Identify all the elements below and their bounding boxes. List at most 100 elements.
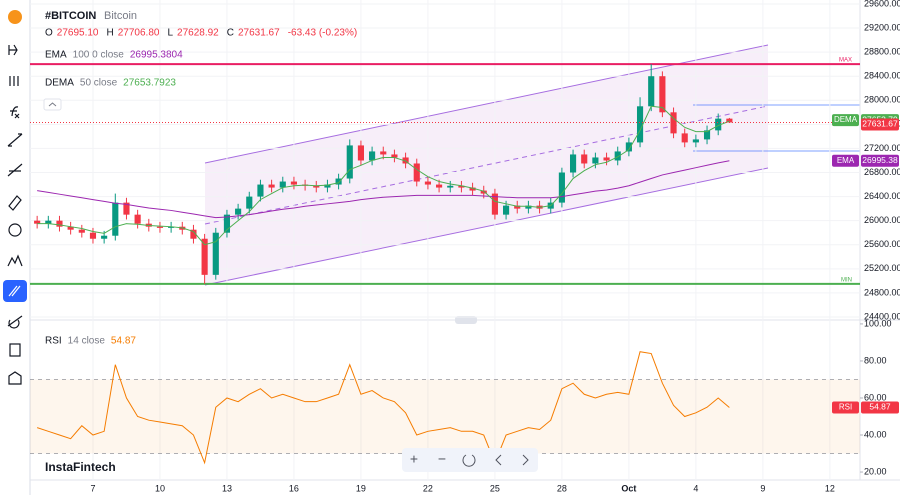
ohlc-key: H	[107, 28, 114, 39]
candle-body	[469, 187, 476, 191]
x-tick-label: 25	[490, 483, 500, 493]
candle-body	[223, 214, 231, 233]
toolbar	[3, 0, 31, 495]
ohlc-legend: O 27695.10 H 27706.80 L 27628.92 C 27631.67 -63.…	[45, 28, 357, 89]
candle-body	[112, 202, 119, 236]
candle-body	[558, 172, 565, 203]
zoom-out[interactable]: −	[438, 451, 446, 467]
candle-body	[346, 145, 353, 179]
candle-body	[692, 139, 699, 143]
tool-indicators[interactable]	[10, 106, 20, 119]
price-tag: 54.87	[869, 402, 891, 412]
ohlc-value: 27706.80	[118, 28, 160, 39]
tool-trend[interactable]	[7, 133, 23, 147]
y-tick-label: 100.00	[864, 318, 892, 328]
y-tick-label: 80.00	[864, 355, 887, 365]
y-tick-label: 24400.00	[864, 311, 900, 321]
ohlc-value: 27631.67	[238, 28, 280, 39]
candle-body	[659, 76, 666, 113]
brand: InstaFintech	[45, 460, 116, 474]
candle-body	[123, 202, 130, 215]
y-tick-label: 20.00	[864, 466, 887, 476]
indicator-params: 50 close	[80, 78, 118, 89]
candle-body	[424, 181, 431, 185]
candle-body	[134, 214, 141, 224]
candle-body	[212, 232, 219, 275]
symbol-icon[interactable]	[8, 10, 22, 24]
candle-body	[413, 163, 420, 182]
symbol-name: Bitcoin	[104, 10, 137, 22]
collapse-icon	[48, 102, 57, 107]
y-tick-label: 29600.00	[864, 0, 900, 8]
indicator-name: DEMA	[45, 78, 74, 89]
indicator-value: 26995.3804	[130, 50, 183, 61]
ohlc-key: C	[227, 28, 234, 39]
band-fill	[30, 379, 860, 454]
candle-body	[592, 157, 599, 164]
y-tick-label: 25200.00	[864, 263, 900, 273]
x-tick-label: 7	[90, 483, 95, 493]
pane-grip[interactable]	[455, 316, 477, 324]
y-tick-label: 28000.00	[864, 95, 900, 105]
y-tick-label: 28400.00	[864, 71, 900, 81]
candle-body	[581, 154, 588, 164]
candle-body	[190, 229, 197, 239]
tool-cursor[interactable]	[8, 44, 18, 56]
tool-hide[interactable]	[7, 315, 23, 329]
y-tick-label: 40.00	[864, 429, 887, 439]
price-tag-bg	[861, 401, 899, 414]
y-tick-label: 60.00	[864, 392, 887, 402]
tag-label-bg	[832, 154, 859, 167]
scroll-right[interactable]	[522, 454, 529, 466]
level-label: MIN	[841, 277, 852, 283]
tool-lock[interactable]	[9, 343, 21, 357]
candle-body	[257, 184, 264, 197]
candle-body	[391, 154, 398, 158]
tool-bars[interactable]	[9, 76, 19, 86]
candle-body	[703, 130, 711, 140]
candle-body	[357, 145, 364, 161]
candle-body	[458, 185, 465, 188]
candle-body	[503, 205, 510, 215]
candle-body	[67, 226, 74, 230]
zoom-in[interactable]: +	[410, 451, 418, 467]
x-tick-label: 22	[423, 483, 433, 493]
reset-icon[interactable]	[462, 454, 476, 467]
candle-body	[313, 185, 320, 188]
tool-brush[interactable]	[8, 195, 22, 211]
plot: 29600.00 29200.00 28800.00 28400.00 28000.00…	[30, 0, 900, 493]
tool-magnet[interactable]	[8, 285, 21, 297]
indicator-params: 100 0 close	[73, 50, 125, 61]
candle-body	[569, 154, 577, 173]
candle-body	[335, 178, 342, 185]
x-tick-label: 12	[825, 483, 835, 493]
tool-fib[interactable]	[7, 163, 23, 177]
x-tick-label: 13	[222, 483, 232, 493]
candle-body	[436, 184, 443, 188]
candle-body	[681, 133, 688, 143]
indicator-name: EMA	[45, 50, 67, 61]
candle-body	[156, 226, 164, 228]
candle-body	[380, 151, 387, 155]
candle-body	[246, 196, 253, 209]
ohlc-key: O	[45, 28, 53, 39]
tool-emoji[interactable]	[8, 223, 22, 237]
collapse-button[interactable]	[43, 98, 62, 111]
tool-pattern[interactable]	[7, 254, 23, 267]
tag-label: EMA	[837, 156, 855, 165]
tool-trash[interactable]	[8, 371, 22, 385]
price-tag-bg	[861, 118, 899, 131]
y-tick-label: 24800.00	[864, 287, 900, 297]
overlay-line	[37, 105, 730, 246]
candle-body	[268, 184, 275, 188]
change: -63.43 (-0.23%)	[288, 28, 357, 39]
x-tick-label: 10	[155, 483, 165, 493]
scroll-left[interactable]	[495, 454, 502, 466]
candle-body	[56, 220, 63, 227]
candle-body	[34, 220, 41, 224]
price-tag-bg	[861, 154, 899, 167]
candle-body	[89, 232, 97, 239]
tag-label-bg	[832, 114, 859, 127]
tool-magnet-active[interactable]	[3, 280, 27, 302]
